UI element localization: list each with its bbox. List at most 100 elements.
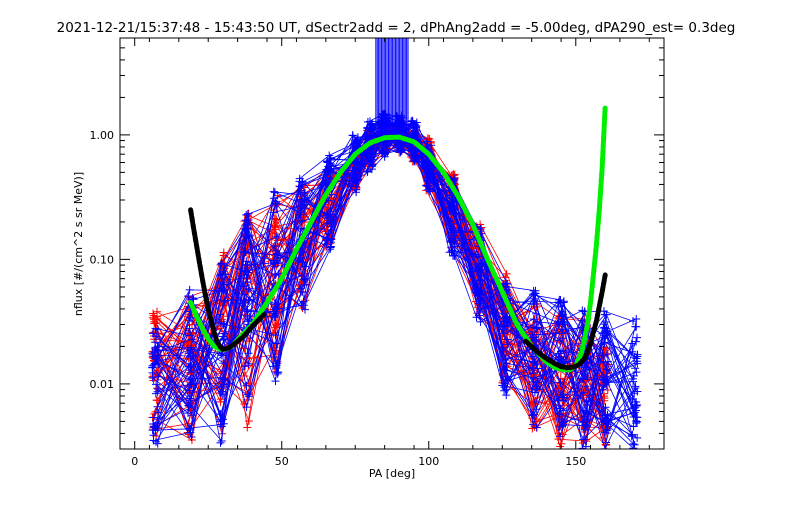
- data-point-blue: [241, 306, 250, 315]
- data-point-blue: [352, 185, 361, 194]
- data-point-blue: [325, 151, 334, 160]
- data-point-blue: [220, 286, 229, 295]
- y-tick-label: 0.10: [90, 253, 115, 266]
- data-point-red: [244, 417, 253, 426]
- data-point-blue: [271, 313, 280, 322]
- data-point-blue: [558, 325, 567, 334]
- data-point-blue: [530, 323, 539, 332]
- data-point-blue: [244, 296, 253, 305]
- data-point-blue: [185, 386, 194, 395]
- data-point-blue: [217, 437, 226, 446]
- data-point-blue: [348, 131, 357, 140]
- data-point-blue: [216, 318, 225, 327]
- data-point-blue: [503, 335, 512, 344]
- data-point-red: [450, 170, 459, 179]
- data-point-blue: [242, 403, 251, 412]
- data-point-blue: [269, 353, 278, 362]
- data-point-blue: [556, 378, 565, 387]
- data-point-red: [243, 423, 252, 432]
- data-point-blue: [579, 388, 588, 397]
- data-point-blue: [473, 267, 482, 276]
- data-point-blue: [295, 174, 304, 183]
- data-point-blue: [300, 262, 309, 271]
- data-point-blue: [503, 318, 512, 327]
- data-point-blue: [322, 211, 331, 220]
- data-point-blue: [427, 141, 436, 150]
- data-point-blue: [274, 269, 283, 278]
- data-point-blue: [531, 286, 540, 295]
- fit-curve-black: [188, 207, 267, 352]
- data-point-blue: [297, 301, 306, 310]
- data-point-blue: [326, 238, 335, 247]
- data-point-blue: [301, 195, 310, 204]
- data-point-blue: [186, 362, 195, 371]
- data-point-blue: [148, 329, 157, 338]
- x-tick-label: 150: [565, 455, 586, 468]
- data-point-blue: [633, 417, 642, 426]
- data-point-blue: [378, 113, 387, 122]
- data-point-blue: [557, 329, 566, 338]
- data-point-blue: [603, 420, 612, 429]
- data-point-blue: [244, 349, 253, 358]
- data-point-blue: [218, 387, 227, 396]
- data-point-blue: [602, 329, 611, 338]
- data-layer: [148, 38, 642, 449]
- data-point-blue: [149, 431, 158, 440]
- data-point-blue: [582, 407, 591, 416]
- data-point-blue: [186, 313, 195, 322]
- data-point-blue: [629, 317, 638, 326]
- data-point-blue: [381, 141, 390, 150]
- data-point-red: [216, 397, 225, 406]
- data-point-blue: [243, 261, 252, 270]
- data-point-blue: [627, 431, 636, 440]
- data-point-blue: [148, 361, 157, 370]
- data-point-blue: [501, 354, 510, 363]
- data-point-blue: [528, 411, 537, 420]
- data-point-blue: [599, 307, 608, 316]
- data-point-blue: [501, 313, 510, 322]
- data-point-blue: [600, 310, 609, 319]
- data-point-blue: [240, 361, 249, 370]
- data-point-blue: [151, 389, 160, 398]
- data-point-blue: [632, 314, 641, 323]
- data-point-red: [152, 396, 161, 405]
- data-point-blue: [632, 333, 641, 342]
- data-point-blue: [296, 284, 305, 293]
- data-point-blue: [187, 403, 196, 412]
- data-point-blue: [581, 363, 590, 372]
- data-point-blue: [409, 123, 418, 132]
- data-point-blue: [580, 412, 589, 421]
- data-point-blue: [555, 295, 564, 304]
- data-point-blue: [273, 250, 282, 259]
- data-point-blue: [408, 144, 417, 153]
- fit-curve-black-4: [188, 207, 267, 352]
- data-point-red: [150, 319, 159, 328]
- data-point-blue: [633, 359, 642, 368]
- data-point-blue: [217, 259, 226, 268]
- data-point-blue: [300, 276, 309, 285]
- data-point-blue: [241, 232, 250, 241]
- data-point-blue: [298, 258, 307, 267]
- data-point-blue: [559, 421, 568, 430]
- data-point-blue: [632, 337, 641, 346]
- data-point-blue: [394, 145, 403, 154]
- data-point-blue: [558, 310, 567, 319]
- data-point-blue: [363, 167, 372, 176]
- data-point-blue: [446, 238, 455, 247]
- data-point-blue: [220, 297, 229, 306]
- data-point-blue: [216, 389, 225, 398]
- data-point-red: [153, 314, 162, 323]
- data-point-blue: [530, 333, 539, 342]
- data-point-blue: [601, 403, 610, 412]
- data-point-blue: [270, 241, 279, 250]
- data-point-red: [599, 433, 608, 442]
- data-point-blue: [601, 411, 610, 420]
- data-point-blue: [603, 410, 612, 419]
- data-point-blue: [242, 230, 251, 239]
- data-point-blue: [298, 181, 307, 190]
- data-point-blue: [154, 385, 163, 394]
- data-point-blue: [599, 376, 608, 385]
- data-point-blue: [218, 415, 227, 424]
- data-point-blue: [187, 411, 196, 420]
- data-point-blue: [499, 329, 508, 338]
